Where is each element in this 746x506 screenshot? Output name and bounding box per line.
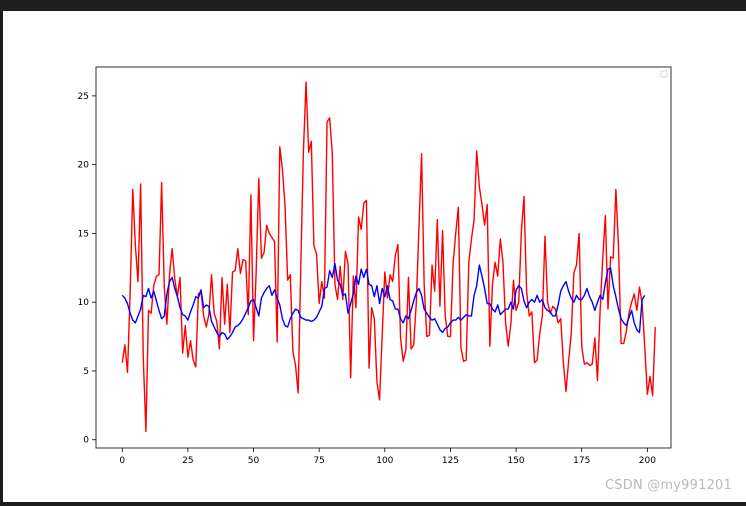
x-tick-label: 100 — [376, 456, 393, 466]
plot-layer — [121, 81, 656, 433]
x-tick-label: 125 — [442, 456, 459, 466]
series-line-red — [121, 81, 656, 433]
y-tick-label: 15 — [78, 229, 89, 239]
window-top-bar — [0, 0, 746, 10]
y-tick-label: 20 — [78, 161, 90, 171]
x-tick-label: 0 — [119, 456, 125, 466]
window-bottom-bar — [0, 502, 746, 506]
y-tick-label: 0 — [83, 436, 89, 446]
x-tick-label: 150 — [507, 456, 524, 466]
x-tick-label: 75 — [313, 456, 324, 466]
y-tick-label: 25 — [78, 92, 89, 102]
ticks-layer: 0 25 50 75 100 125 150 175 200 0 5 10 15 20 25 — [78, 92, 657, 466]
x-tick-label: 25 — [182, 456, 193, 466]
figure-canvas: 0 25 50 75 100 125 150 175 200 0 5 10 15 20 25 CSDN @m… — [3, 11, 746, 502]
x-tick-label: 175 — [573, 456, 590, 466]
x-tick-label: 200 — [639, 456, 656, 466]
csdn-watermark: CSDN @my991201 — [605, 478, 732, 493]
y-tick-label: 5 — [83, 367, 89, 377]
series-line-blue — [121, 262, 646, 341]
axes-frame — [95, 66, 672, 449]
legend-box — [660, 70, 668, 78]
y-tick-label: 10 — [78, 298, 90, 308]
x-tick-label: 50 — [248, 456, 260, 466]
line-chart: 0 25 50 75 100 125 150 175 200 0 5 10 15 20 25 — [78, 66, 672, 466]
